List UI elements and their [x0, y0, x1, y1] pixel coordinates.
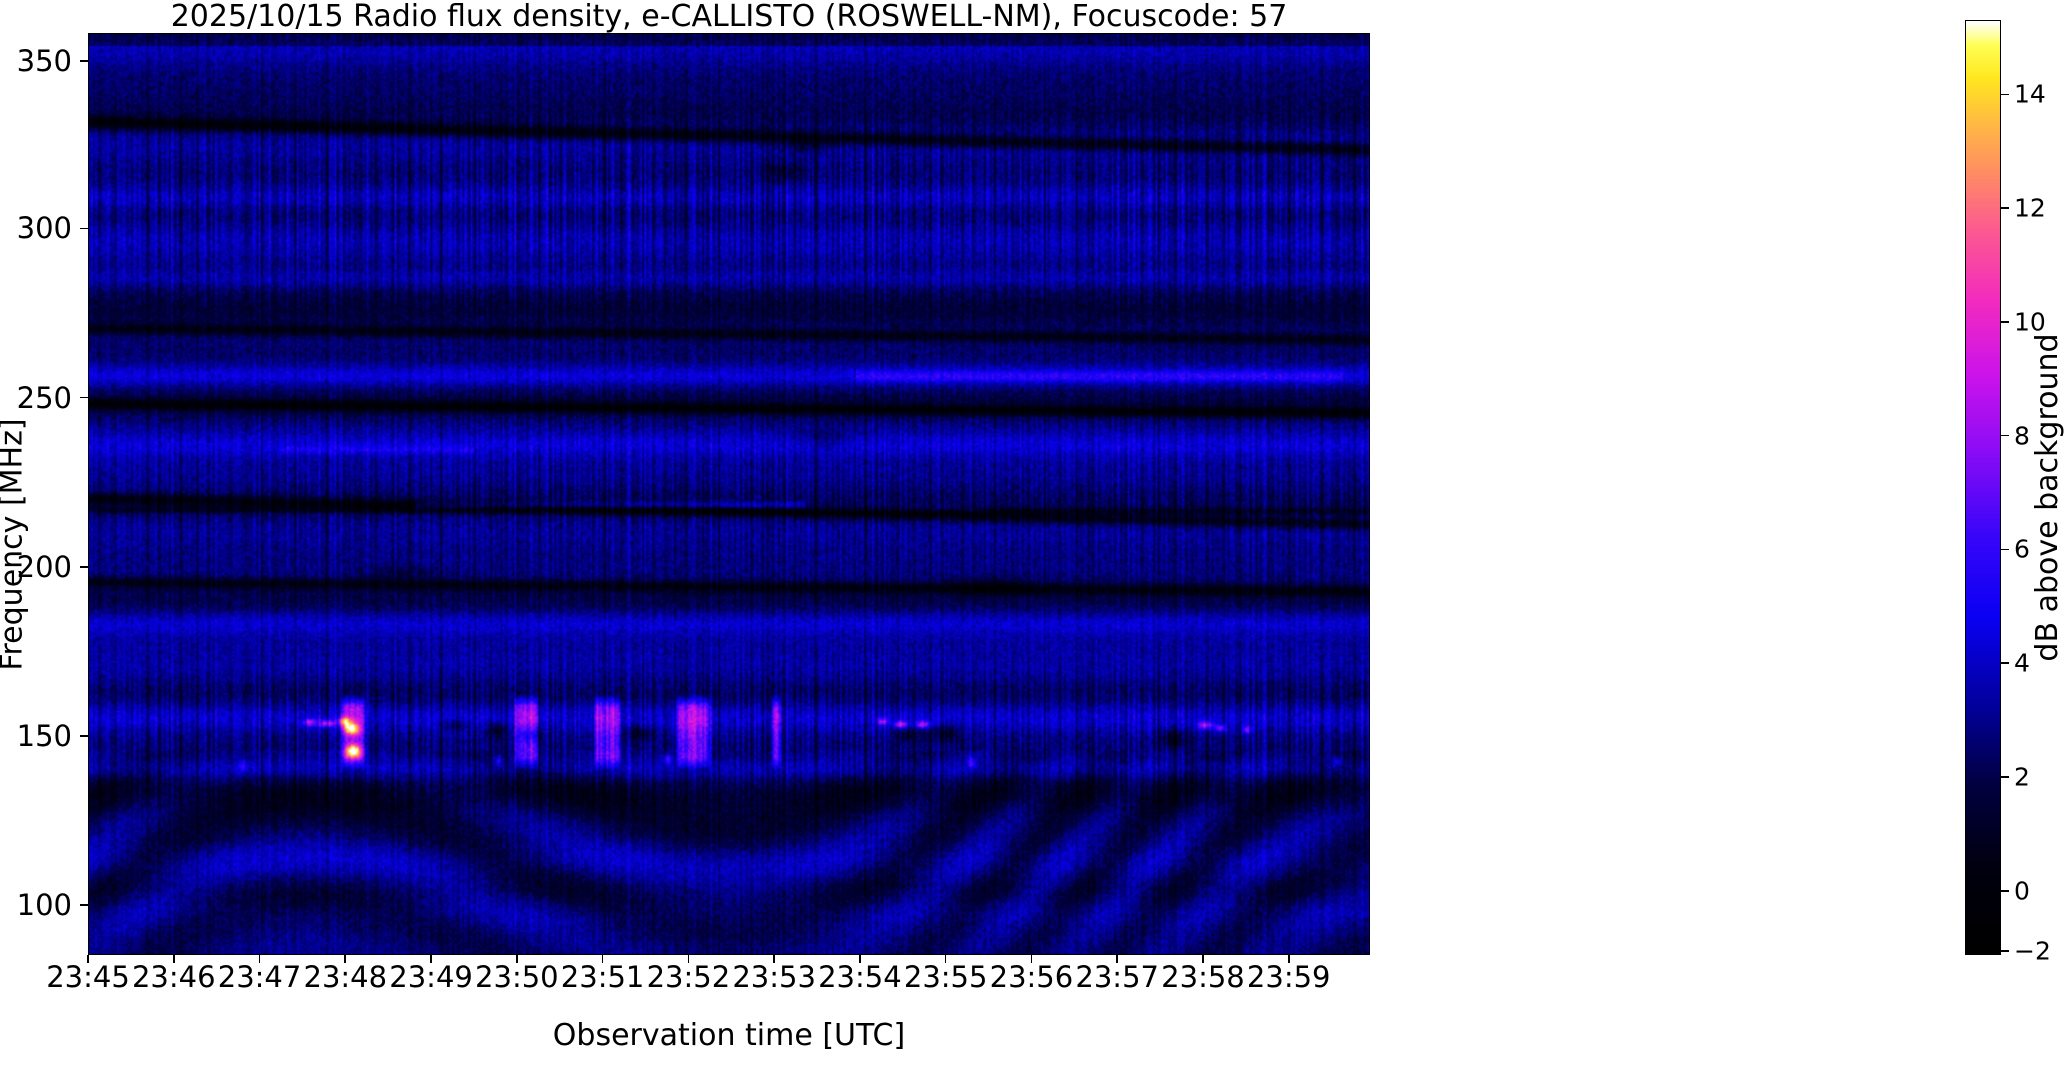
x-tick-label: 23:54 [818, 960, 902, 994]
x-tick-label: 23:50 [475, 960, 559, 994]
colorbar-label: dB above background [2030, 333, 2065, 662]
y-tick-mark [80, 904, 88, 906]
x-tick-mark [1116, 955, 1118, 963]
colorbar-tick-mark [2001, 950, 2009, 953]
colorbar-tick-mark [2001, 776, 2009, 778]
x-tick-mark [344, 955, 347, 963]
x-tick-label: 23:57 [1075, 960, 1159, 994]
y-tick-mark [80, 60, 88, 62]
x-tick-label: 23:51 [560, 960, 645, 994]
x-tick-mark [1030, 955, 1033, 963]
colorbar-gradient [1966, 21, 2000, 954]
y-tick-label: 300 [16, 211, 72, 246]
y-tick-mark [80, 396, 88, 399]
x-tick-mark [1202, 955, 1204, 963]
colorbar-tick-label: −2 [2014, 936, 2051, 966]
x-tick-mark [773, 955, 775, 963]
x-tick-label: 23:52 [646, 960, 731, 994]
y-tick-label: 350 [16, 44, 72, 79]
x-tick-label: 23:46 [131, 960, 216, 994]
colorbar-tick-label: 10 [2014, 307, 2046, 337]
y-tick-mark [80, 566, 88, 568]
x-tick-mark [172, 955, 175, 963]
x-tick-mark [601, 955, 604, 963]
colorbar-tick-label: 2 [2014, 762, 2030, 792]
colorbar-label-wrap: dB above background [2030, 20, 2066, 955]
x-tick-mark [859, 955, 861, 963]
x-tick-mark [430, 955, 432, 963]
spectrogram-image [89, 34, 1369, 954]
colorbar-tick-label: 12 [2014, 193, 2046, 223]
x-axis-label: Observation time [UTC] [552, 1018, 906, 1053]
x-tick-label: 23:53 [732, 960, 816, 994]
y-tick-label: 200 [16, 549, 72, 584]
x-tick-label: 23:49 [389, 960, 473, 994]
x-tick-label: 23:47 [217, 960, 302, 994]
y-tick-mark [80, 227, 88, 230]
colorbar-tick-mark [2001, 93, 2009, 96]
y-tick-label: 100 [16, 888, 72, 923]
colorbar-tick-mark [2001, 321, 2009, 323]
colorbar-tick-label: 14 [2014, 79, 2046, 109]
x-tick-mark [516, 955, 518, 963]
colorbar[interactable] [1965, 20, 2001, 955]
colorbar-tick-label: 4 [2014, 648, 2030, 678]
colorbar-tick-mark [2001, 662, 2009, 665]
y-tick-mark [80, 735, 88, 737]
x-tick-label: 23:55 [903, 960, 988, 994]
y-axis-label-wrap: Frequency [MHz] [0, 33, 40, 955]
x-tick-label: 23:59 [1246, 960, 1331, 994]
x-tick-mark [1287, 955, 1290, 963]
x-tick-label: 23:58 [1161, 960, 1245, 994]
colorbar-tick-label: 8 [2014, 421, 2030, 451]
y-axis-label: Frequency [MHz] [0, 418, 30, 671]
page-title: 2025/10/15 Radio flux density, e-CALLIST… [170, 0, 1288, 34]
colorbar-tick-mark [2001, 434, 2009, 437]
y-tick-label: 250 [16, 380, 72, 415]
x-tick-label: 23:45 [46, 960, 130, 994]
x-tick-label: 23:48 [303, 960, 388, 994]
x-tick-mark [944, 955, 947, 963]
colorbar-tick-label: 0 [2014, 876, 2030, 906]
x-tick-label: 23:56 [989, 960, 1074, 994]
colorbar-tick-label: 6 [2014, 534, 2030, 564]
x-tick-mark [258, 955, 261, 963]
colorbar-tick-mark [2001, 548, 2009, 551]
y-tick-label: 150 [16, 719, 72, 754]
x-tick-mark [687, 955, 690, 963]
colorbar-tick-mark [2001, 890, 2009, 892]
spectrogram-axes[interactable] [88, 33, 1370, 955]
x-tick-mark [87, 955, 89, 963]
colorbar-tick-mark [2001, 207, 2009, 209]
